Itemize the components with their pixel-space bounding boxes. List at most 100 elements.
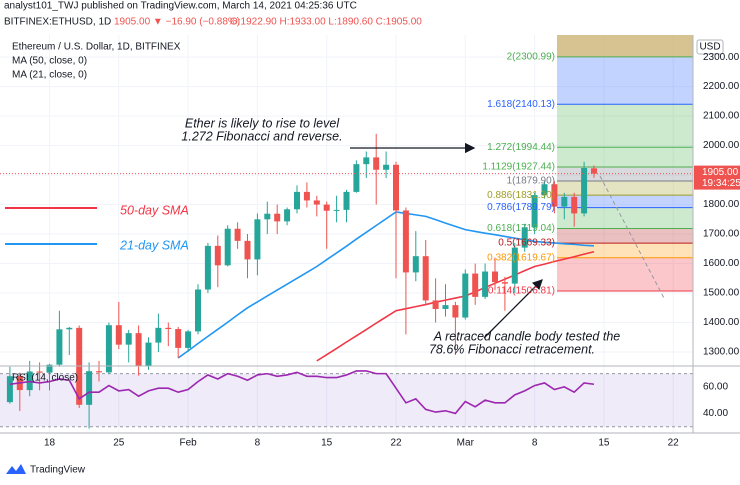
candle-body: [581, 168, 588, 214]
fib-label: 1(1879.90): [507, 176, 555, 187]
candle-body: [442, 305, 449, 309]
candle-body: [501, 282, 508, 284]
candle-body: [313, 200, 320, 205]
candle-body: [482, 271, 489, 297]
x-tick-label: Mar: [457, 438, 475, 449]
candle-body: [333, 209, 340, 211]
candle-body: [323, 204, 330, 211]
fib-zone: [557, 56, 693, 105]
fib-label: 0.5(1669.33): [498, 238, 555, 249]
candle-body: [204, 245, 211, 290]
fib-label: 0.786(1789.79): [487, 202, 555, 213]
candle-body: [36, 371, 43, 373]
x-tick-label: Feb: [179, 438, 197, 449]
fib-zone: [557, 195, 693, 208]
candle-body: [56, 329, 63, 365]
logo-icon: [6, 464, 26, 474]
candle-body: [492, 271, 498, 283]
candle-body: [363, 157, 370, 165]
candle-body: [254, 219, 261, 260]
candle-body: [432, 300, 439, 309]
x-tick-label: 15: [598, 438, 610, 449]
logo: TradingView: [6, 464, 86, 476]
line: [316, 250, 595, 362]
fibonacci: [557, 35, 693, 292]
candle-body: [115, 325, 122, 345]
line: [9, 370, 595, 415]
fib-label: 0.886(1831.90): [487, 190, 555, 201]
candle-body: [531, 195, 538, 228]
fib-label: 0.114(1506.81): [488, 286, 555, 297]
candle-body: [274, 213, 281, 222]
x-tick-label: 22: [390, 438, 402, 449]
ohlc: O:1922.90 H:1933.00 L:1890.60 C:1905.00: [230, 17, 422, 28]
fib-label: 1.618(2140.13): [487, 99, 555, 110]
legend-ma50: MA (50, close, 0): [12, 56, 87, 67]
price-label: 1905.00: [702, 167, 739, 178]
legend-rsi: RSI (14, close): [12, 373, 78, 384]
candle-body: [511, 247, 518, 284]
x-tick-label: 25: [113, 438, 125, 449]
x-tick-label: 18: [44, 438, 56, 449]
candle-body: [412, 256, 419, 273]
candle-body: [462, 273, 469, 318]
candle-body: [343, 191, 350, 210]
y-tick-label: 1700.00: [703, 229, 740, 240]
countdown: 19:34:25: [702, 178, 740, 189]
candle-body: [591, 168, 597, 174]
y-tick-label: 2300.00: [703, 52, 740, 63]
candle-body: [125, 333, 132, 345]
candle-body: [244, 240, 251, 260]
fib-label: 0.382(1619.67): [487, 252, 555, 263]
x-tick-label: 8: [532, 438, 538, 449]
fib-zone: [557, 207, 693, 229]
annotation: 1.272 Fibonacci and reverse.: [181, 129, 342, 143]
candle-body: [472, 273, 479, 297]
candle-body: [6, 376, 13, 403]
candle-body: [383, 164, 390, 170]
candle-body: [165, 327, 172, 330]
candle-body: [234, 228, 241, 241]
fib-zone: [557, 181, 693, 196]
arrow: [483, 279, 543, 339]
candle-body: [521, 227, 528, 248]
candle-body: [86, 371, 93, 405]
chart-title: Ethereum / U.S. Dollar, 1D, BITFINEX: [12, 42, 181, 53]
brand: TradingView: [30, 465, 86, 476]
y-tick-label: 1800.00: [703, 199, 740, 210]
candle-body: [353, 164, 360, 192]
candle-body: [135, 333, 142, 367]
marks: [0, 133, 693, 429]
fib-label: 1.272(1994.44): [487, 142, 555, 153]
candle-body: [303, 191, 310, 201]
fib-zone: [557, 104, 693, 148]
projection: [599, 175, 666, 301]
unit-box: [696, 39, 724, 55]
annotation: Ether is likely to rise to level: [185, 116, 340, 130]
annotation: 50-day SMA: [120, 203, 189, 217]
candle-body: [393, 164, 399, 211]
y-tick-label: 1600.00: [703, 258, 740, 269]
candle-body: [422, 256, 429, 301]
price-box: [694, 165, 740, 190]
unit: USD: [699, 42, 720, 53]
y-tick-label: 60.00: [703, 382, 728, 393]
candle-body: [66, 327, 73, 330]
fib-zone: [557, 243, 693, 258]
candle-body: [284, 209, 291, 222]
y-tick-label: 2000.00: [703, 140, 740, 151]
fib-label: 2(2300.99): [507, 51, 555, 62]
x-tick-label: 8: [255, 438, 261, 449]
x-tick-label: 15: [321, 438, 333, 449]
y-tick-label: 40.00: [703, 408, 728, 419]
fib-zone: [557, 228, 693, 244]
fib-zone: [557, 147, 693, 167]
candle-body: [402, 210, 409, 273]
overlays: 0.114(1506.81) 0.382(1619.67) 0.5(1669.33)…: [5, 51, 666, 339]
candle-body: [214, 245, 221, 266]
symbol: BITFINEX:ETHUSD, 1D: [4, 17, 111, 28]
candle-body: [373, 157, 380, 170]
candle-body: [264, 213, 271, 220]
